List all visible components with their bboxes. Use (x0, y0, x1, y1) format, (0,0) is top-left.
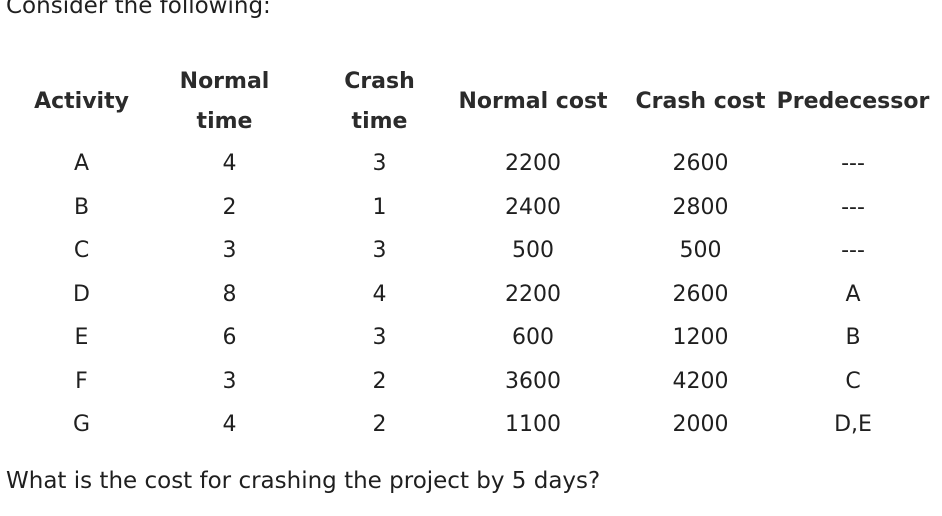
cell-activity: D (73, 281, 90, 307)
header-activity: Activity (34, 89, 129, 114)
header-crash-time: Crash time (344, 69, 415, 134)
cell-normal-cost: 3600 (505, 368, 561, 394)
cell-crash-cost: 2600 (672, 281, 729, 307)
cell-normal-time: 4 (222, 412, 237, 438)
intro-text: Consider the following: (6, 0, 271, 19)
cell-normal-cost: 600 (512, 325, 554, 351)
cell-normal-cost: 2200 (505, 281, 561, 307)
cell-normal-time: 2 (222, 194, 237, 220)
cell-normal-cost: 2200 (505, 151, 561, 177)
header-normal-cost: Normal cost (458, 89, 608, 114)
cell-crash-cost: 500 (679, 238, 722, 264)
cell-predecessor: --- (841, 238, 865, 264)
table-header-row: Activity Normal time Crash time Normal c… (25, 62, 933, 142)
cell-predecessor: A (845, 281, 861, 307)
cell-activity: A (73, 151, 90, 177)
cell-normal-cost: 2400 (505, 194, 561, 220)
table-row: D 8 4 2200 2600 A (25, 273, 933, 317)
table-row: C 3 3 500 500 --- (25, 229, 933, 273)
cell-crash-time: 3 (372, 151, 387, 177)
table-row: G 4 2 1100 2000 D,E (25, 403, 933, 447)
cell-activity: B (73, 194, 90, 220)
cell-normal-cost: 1100 (505, 412, 561, 438)
cell-predecessor: C (845, 368, 861, 394)
cell-predecessor: --- (841, 194, 865, 220)
cell-crash-cost: 2600 (672, 151, 729, 177)
cell-normal-time: 8 (222, 281, 237, 307)
cell-normal-time: 4 (222, 151, 237, 177)
cell-crash-cost: 1200 (672, 325, 729, 351)
cell-normal-cost: 500 (512, 238, 554, 264)
cell-crash-time: 2 (372, 412, 387, 438)
cell-crash-cost: 2800 (672, 194, 729, 220)
cell-predecessor: --- (841, 151, 865, 177)
cell-crash-cost: 2000 (672, 412, 729, 438)
table-row: E 6 3 600 1200 B (25, 316, 933, 360)
cell-activity: E (74, 325, 89, 351)
cell-crash-cost: 4200 (672, 368, 729, 394)
cell-crash-time: 1 (372, 194, 387, 220)
cell-crash-time: 3 (372, 325, 387, 351)
cell-normal-time: 3 (222, 238, 237, 264)
cell-activity: G (72, 412, 91, 438)
question-text: What is the cost for crashing the projec… (6, 468, 601, 494)
activity-table: Activity Normal time Crash time Normal c… (25, 62, 933, 447)
cell-activity: F (75, 368, 88, 394)
cell-predecessor: D,E (834, 412, 872, 438)
cell-crash-time: 2 (372, 368, 387, 394)
table-row: B 2 1 2400 2800 --- (25, 186, 933, 230)
header-crash-cost: Crash cost (635, 89, 766, 114)
cell-normal-time: 3 (222, 368, 237, 394)
header-predecessor: Predecessor (776, 89, 930, 114)
header-normal-time: Normal time (179, 69, 270, 134)
cell-crash-time: 4 (372, 281, 387, 307)
table-row: A 4 3 2200 2600 --- (25, 142, 933, 186)
cell-activity: C (73, 238, 90, 264)
cell-predecessor: B (845, 325, 861, 351)
table-row: F 3 2 3600 4200 C (25, 360, 933, 404)
cell-normal-time: 6 (222, 325, 237, 351)
cell-crash-time: 3 (372, 238, 387, 264)
